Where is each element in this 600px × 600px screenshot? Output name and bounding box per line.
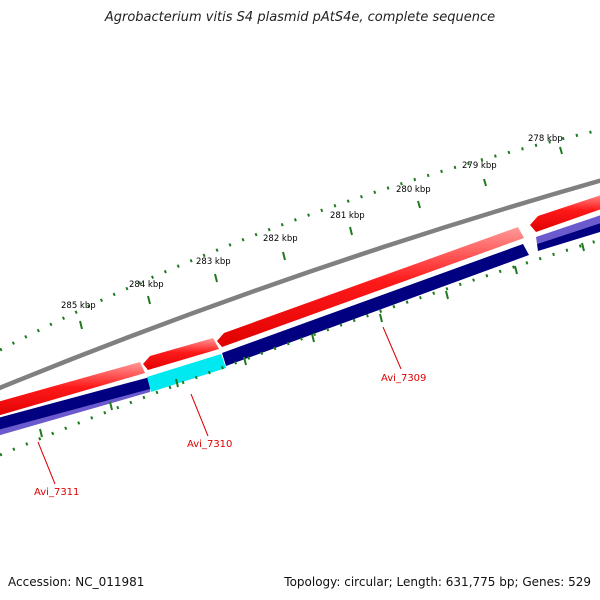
gene-callout-line xyxy=(190,393,209,437)
forward-strand xyxy=(0,192,600,418)
reverse-cds-shadow xyxy=(536,215,600,244)
gene-callout-line xyxy=(382,326,402,370)
ruler-major-tick xyxy=(445,290,449,300)
ruler-labels: 278 kbp 279 kbp 280 kbp 281 kbp 282 kbp … xyxy=(61,134,563,311)
reverse-cds[interactable] xyxy=(0,377,150,432)
accession-text: Accession: NC_011981 xyxy=(8,575,145,589)
ruler-major-tick xyxy=(282,251,286,261)
reverse-strand xyxy=(0,215,600,436)
inner-ruler-ticks xyxy=(39,242,585,438)
ruler-major-tick xyxy=(379,313,383,323)
outer-ruler-ticks xyxy=(79,146,563,330)
ruler-major-tick xyxy=(311,333,315,343)
ruler-major-tick xyxy=(349,226,353,236)
reverse-cds[interactable] xyxy=(537,220,600,251)
ruler-major-tick xyxy=(417,200,421,209)
map-title: Agrobacterium vitis S4 plasmid pAtS4e, c… xyxy=(104,10,496,25)
ruler-label: 282 kbp xyxy=(263,234,298,244)
forward-cds[interactable] xyxy=(143,338,219,370)
ruler-major-tick xyxy=(559,146,563,155)
gene-callouts xyxy=(37,326,402,485)
forward-cds[interactable] xyxy=(217,227,524,347)
gene-label-avi-7310[interactable]: Avi_7310 xyxy=(187,439,232,450)
forward-cds[interactable] xyxy=(530,192,600,232)
outer-ruler xyxy=(0,128,600,352)
gene-callout-line xyxy=(37,441,56,485)
gene-label-avi-7309[interactable]: Avi_7309 xyxy=(381,373,426,384)
ruler-major-tick xyxy=(514,265,518,275)
ruler-major-tick xyxy=(214,273,218,283)
ruler-major-tick xyxy=(39,428,43,438)
ruler-label: 285 kbp xyxy=(61,301,96,311)
ruler-major-tick xyxy=(483,178,487,187)
ruler-major-tick xyxy=(243,356,247,366)
highlight-cds[interactable] xyxy=(147,354,226,392)
ruler-major-tick xyxy=(109,401,113,411)
ruler-label: 280 kbp xyxy=(396,185,431,195)
ruler-major-tick xyxy=(147,295,151,305)
ruler-major-tick xyxy=(581,242,585,252)
topology-text: Topology: circular; Length: 631,775 bp; … xyxy=(284,575,591,589)
inner-ruler xyxy=(0,238,600,457)
gene-label-avi-7311[interactable]: Avi_7311 xyxy=(34,487,79,498)
ruler-label: 279 kbp xyxy=(462,161,497,171)
ruler-major-tick xyxy=(79,320,83,330)
backbone-circle xyxy=(0,178,600,391)
ruler-label: 284 kbp xyxy=(129,280,164,290)
reverse-cds[interactable] xyxy=(222,244,529,366)
ruler-label: 281 kbp xyxy=(330,211,365,221)
ruler-major-tick xyxy=(175,378,179,388)
ruler-label: 283 kbp xyxy=(196,257,231,267)
ruler-label: 278 kbp xyxy=(528,134,563,144)
forward-cds[interactable] xyxy=(0,362,145,418)
